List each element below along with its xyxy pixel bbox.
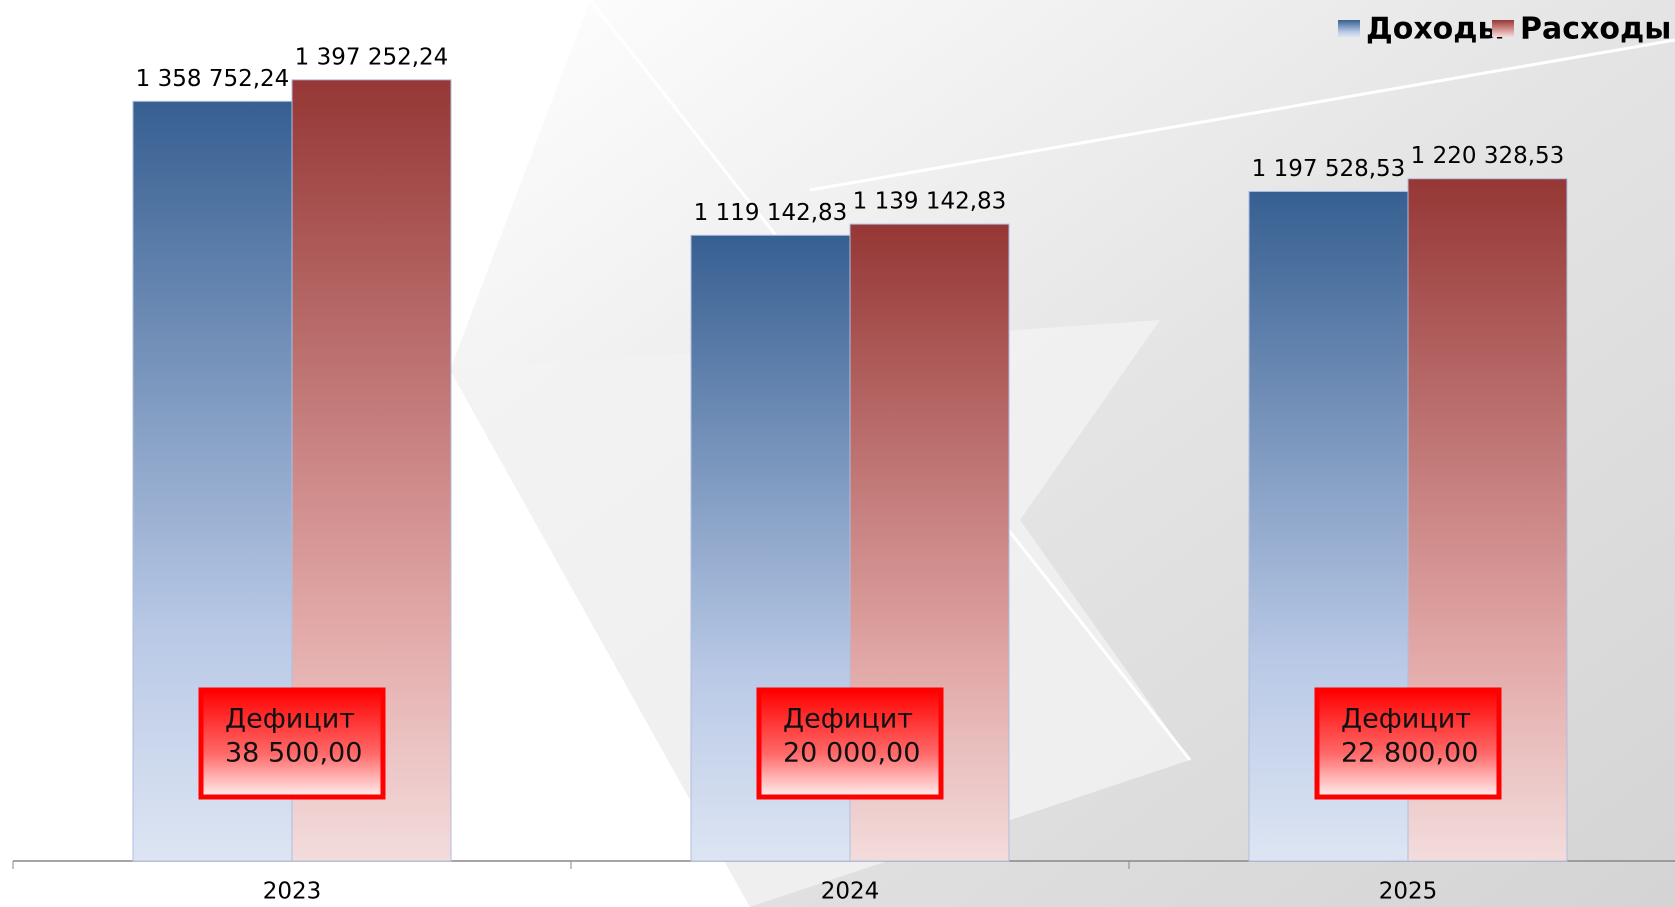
deficit-title: Дефицит [1341, 704, 1471, 735]
chart: 20231 358 752,241 397 252,24Дефицит38 50… [0, 0, 1675, 907]
data-label: 1 119 142,83 [694, 200, 848, 226]
deficit-title: Дефицит [783, 704, 913, 735]
data-label: 1 220 328,53 [1411, 143, 1565, 169]
legend-swatch [1338, 20, 1360, 37]
data-label: 1 197 528,53 [1252, 156, 1406, 182]
deficit-title: Дефицит [225, 704, 355, 735]
x-tick-label: 2025 [1379, 879, 1438, 905]
x-tick-label: 2023 [263, 879, 322, 905]
deficit-value: 20 000,00 [783, 738, 920, 769]
legend-label: Расходы [1520, 12, 1671, 47]
deficit-value: 38 500,00 [225, 738, 362, 769]
x-tick-label: 2024 [821, 879, 880, 905]
deficit-value: 22 800,00 [1341, 738, 1478, 769]
legend-swatch [1492, 20, 1514, 37]
data-label: 1 358 752,24 [136, 66, 290, 92]
data-label: 1 397 252,24 [295, 44, 449, 70]
legend-label: Доходы [1366, 12, 1505, 47]
data-label: 1 139 142,83 [853, 189, 1007, 215]
